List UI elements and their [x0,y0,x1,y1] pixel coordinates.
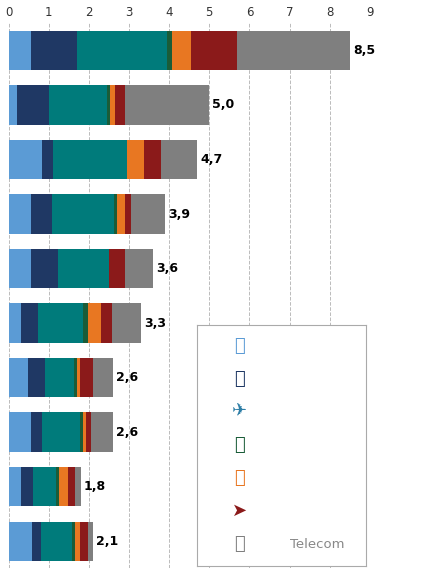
Bar [49,85,107,125]
Bar [112,303,141,343]
Bar [91,412,113,452]
Bar [28,358,45,397]
Bar [80,358,93,397]
Bar [52,194,114,234]
Bar [9,31,31,70]
Bar [93,358,113,397]
Bar [117,194,125,234]
Bar [80,412,83,452]
Bar [31,249,58,288]
Bar [9,85,18,125]
Bar [41,521,72,561]
Bar [22,467,33,506]
Bar [9,194,31,234]
Bar [110,85,115,125]
Text: 8,5: 8,5 [353,44,375,57]
Bar [77,31,167,70]
Bar [80,521,88,561]
Bar [237,31,350,70]
Bar [9,303,22,343]
Bar [33,467,56,506]
Bar [22,303,38,343]
Bar [74,358,77,397]
Bar [127,140,144,179]
Bar [32,521,41,561]
Bar [125,85,209,125]
Bar [83,303,88,343]
Text: 3,6: 3,6 [156,262,178,275]
Bar [125,249,153,288]
Bar [131,194,165,234]
Bar [53,140,127,179]
Bar [9,249,31,288]
Bar [18,85,49,125]
Text: 🏗: 🏗 [234,370,245,388]
Bar [45,358,74,397]
Bar [9,140,42,179]
Bar [31,31,77,70]
Bar [75,521,80,561]
Bar [83,412,86,452]
Text: ➤: ➤ [232,502,247,520]
Bar [125,194,131,234]
Text: 2,6: 2,6 [116,426,138,438]
Bar [75,467,81,506]
Bar [59,467,68,506]
Bar [9,358,28,397]
Bar [31,412,42,452]
Text: 1,8: 1,8 [84,480,106,493]
Bar [161,140,197,179]
Text: 📡: 📡 [234,535,245,553]
Bar [167,31,172,70]
Bar [56,467,59,506]
Bar [9,467,22,506]
Bar [72,521,75,561]
Text: 2,1: 2,1 [96,535,118,548]
Bar [114,194,117,234]
Text: 5,0: 5,0 [212,99,235,111]
Text: 3,9: 3,9 [168,208,190,220]
Bar [38,303,83,343]
Text: 🚢: 🚢 [234,436,245,454]
Text: 3,3: 3,3 [144,317,166,329]
Bar [68,467,75,506]
Bar [9,521,32,561]
Text: Telecom: Telecom [290,538,344,550]
Bar [31,194,52,234]
Bar [9,412,31,452]
Text: 4,7: 4,7 [200,153,223,166]
Bar [88,521,93,561]
Bar [77,358,80,397]
Text: 🚰: 🚰 [234,337,245,355]
Bar [88,303,101,343]
Bar [42,140,53,179]
Bar [144,140,161,179]
Bar [101,303,112,343]
Text: 2,6: 2,6 [116,371,138,384]
Bar [191,31,237,70]
Bar [107,85,110,125]
Bar [172,31,191,70]
Text: 🚄: 🚄 [234,469,245,487]
Text: ✈: ✈ [232,403,247,421]
Bar [86,412,91,452]
Bar [109,249,125,288]
Bar [115,85,125,125]
Bar [58,249,109,288]
Bar [42,412,80,452]
